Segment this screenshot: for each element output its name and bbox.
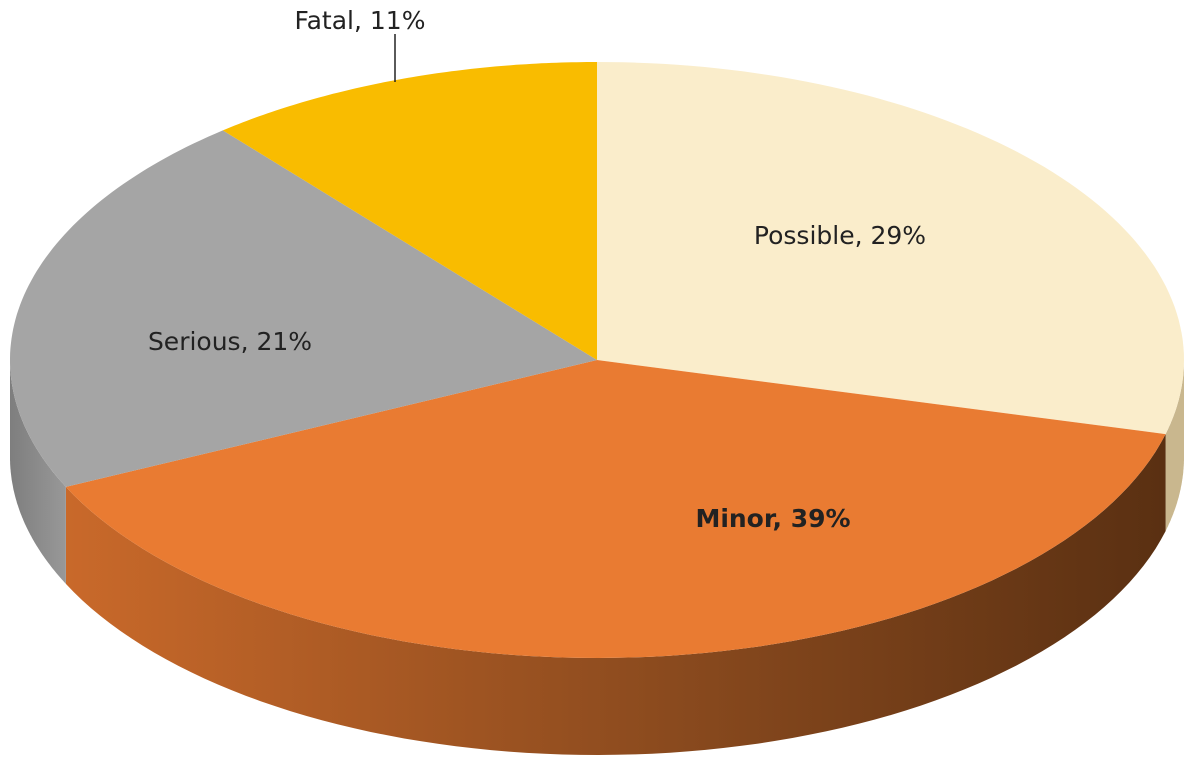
slice bbox=[222, 62, 598, 360]
pie-sides bbox=[10, 360, 1184, 755]
slice bbox=[10, 130, 597, 487]
pie-tops bbox=[10, 62, 1184, 658]
slice-side bbox=[65, 434, 1166, 755]
data-label: Fatal, 11% bbox=[295, 6, 426, 35]
slice-side bbox=[10, 360, 66, 584]
slice-side bbox=[1165, 360, 1184, 532]
data-label: Possible, 29% bbox=[754, 221, 926, 250]
data-label: Minor, 39% bbox=[695, 504, 850, 533]
data-labels: Possible, 29% Minor, 39% Serious, 21% Fatal… bbox=[148, 6, 926, 533]
slice bbox=[65, 360, 1166, 658]
data-label: Serious, 21% bbox=[148, 327, 312, 356]
slice bbox=[597, 62, 1184, 435]
